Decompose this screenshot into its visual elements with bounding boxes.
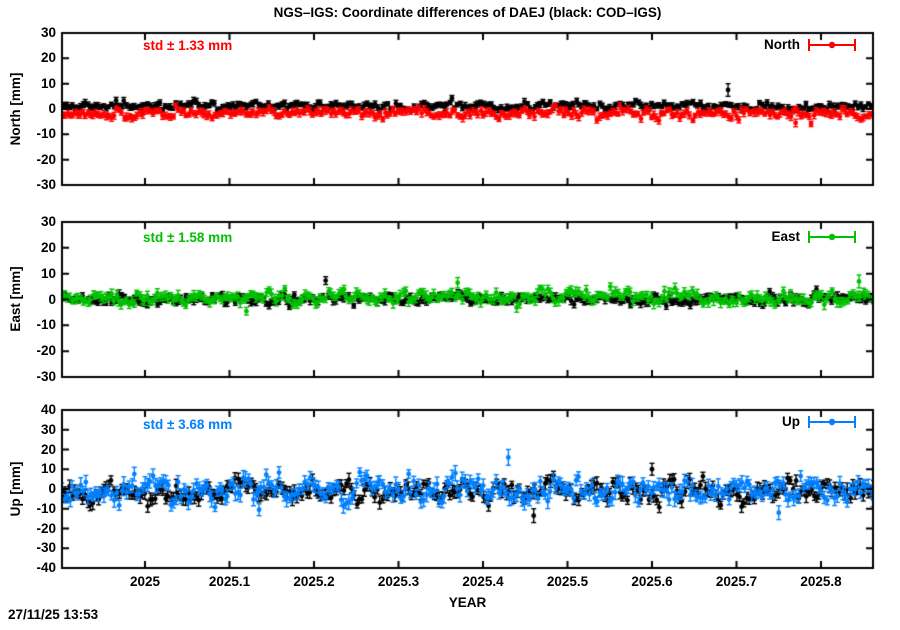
x-tick-label: 2025.8 — [800, 574, 842, 589]
y-tick-label: -30 — [36, 369, 56, 384]
y-tick-label: -20 — [36, 520, 56, 536]
y-tick-label: 0 — [48, 481, 56, 496]
legend-label-up: Up — [782, 414, 800, 429]
y-tick-label: 10 — [40, 461, 56, 477]
y-tick-label: -10 — [36, 317, 56, 333]
y-tick-label: -10 — [36, 126, 56, 142]
y-tick-label: 0 — [48, 291, 56, 307]
y-tick-label: -20 — [36, 151, 56, 167]
x-tick-label: 2025.1 — [208, 574, 251, 589]
y-tick-label: 0 — [48, 101, 56, 116]
y-tick-label: -40 — [36, 560, 56, 575]
y-tick-label: 20 — [40, 441, 56, 457]
y-tick-label: 30 — [40, 421, 56, 437]
y-tick-label: 10 — [40, 265, 56, 281]
legend-errorbar-sample-east — [808, 231, 856, 243]
std-annotation-up: std ± 3.68 mm — [143, 417, 233, 432]
x-tick-label: 2025.4 — [462, 574, 504, 589]
y-tick-label: -10 — [36, 500, 56, 516]
y-tick-label: -30 — [36, 540, 56, 556]
y-tick-label: 40 — [40, 402, 56, 417]
std-annotation-east: std ± 1.58 mm — [143, 230, 233, 245]
chart-title: NGS–IGS: Coordinate differences of DAEJ … — [273, 5, 662, 20]
legend-label-east: East — [771, 229, 800, 244]
x-tick-label: 2025.6 — [631, 574, 673, 589]
x-tick-label: 2025.7 — [715, 574, 758, 589]
y-tick-label: 20 — [40, 50, 56, 66]
y-tick-label: 30 — [40, 214, 56, 229]
std-annotation-north: std ± 1.33 mm — [143, 38, 233, 53]
y-tick-label: 10 — [40, 75, 56, 91]
x-tick-label: 2025.3 — [377, 574, 420, 589]
y-tick-label: -30 — [36, 177, 56, 192]
legend-errorbar-sample-north — [808, 39, 856, 51]
y-tick-label: 30 — [40, 25, 56, 40]
y-tick-label: 20 — [40, 239, 56, 255]
x-axis-label: YEAR — [448, 595, 487, 610]
x-tick-label: 2025.2 — [293, 574, 335, 589]
legend-errorbar-sample-up — [808, 416, 856, 428]
y-tick-label: -20 — [36, 343, 56, 359]
legend-label-north: North — [764, 37, 800, 52]
x-tick-label: 2025 — [129, 574, 161, 589]
plot-timestamp: 27/11/25 13:53 — [8, 607, 99, 622]
x-tick-label: 2025.5 — [546, 574, 589, 589]
